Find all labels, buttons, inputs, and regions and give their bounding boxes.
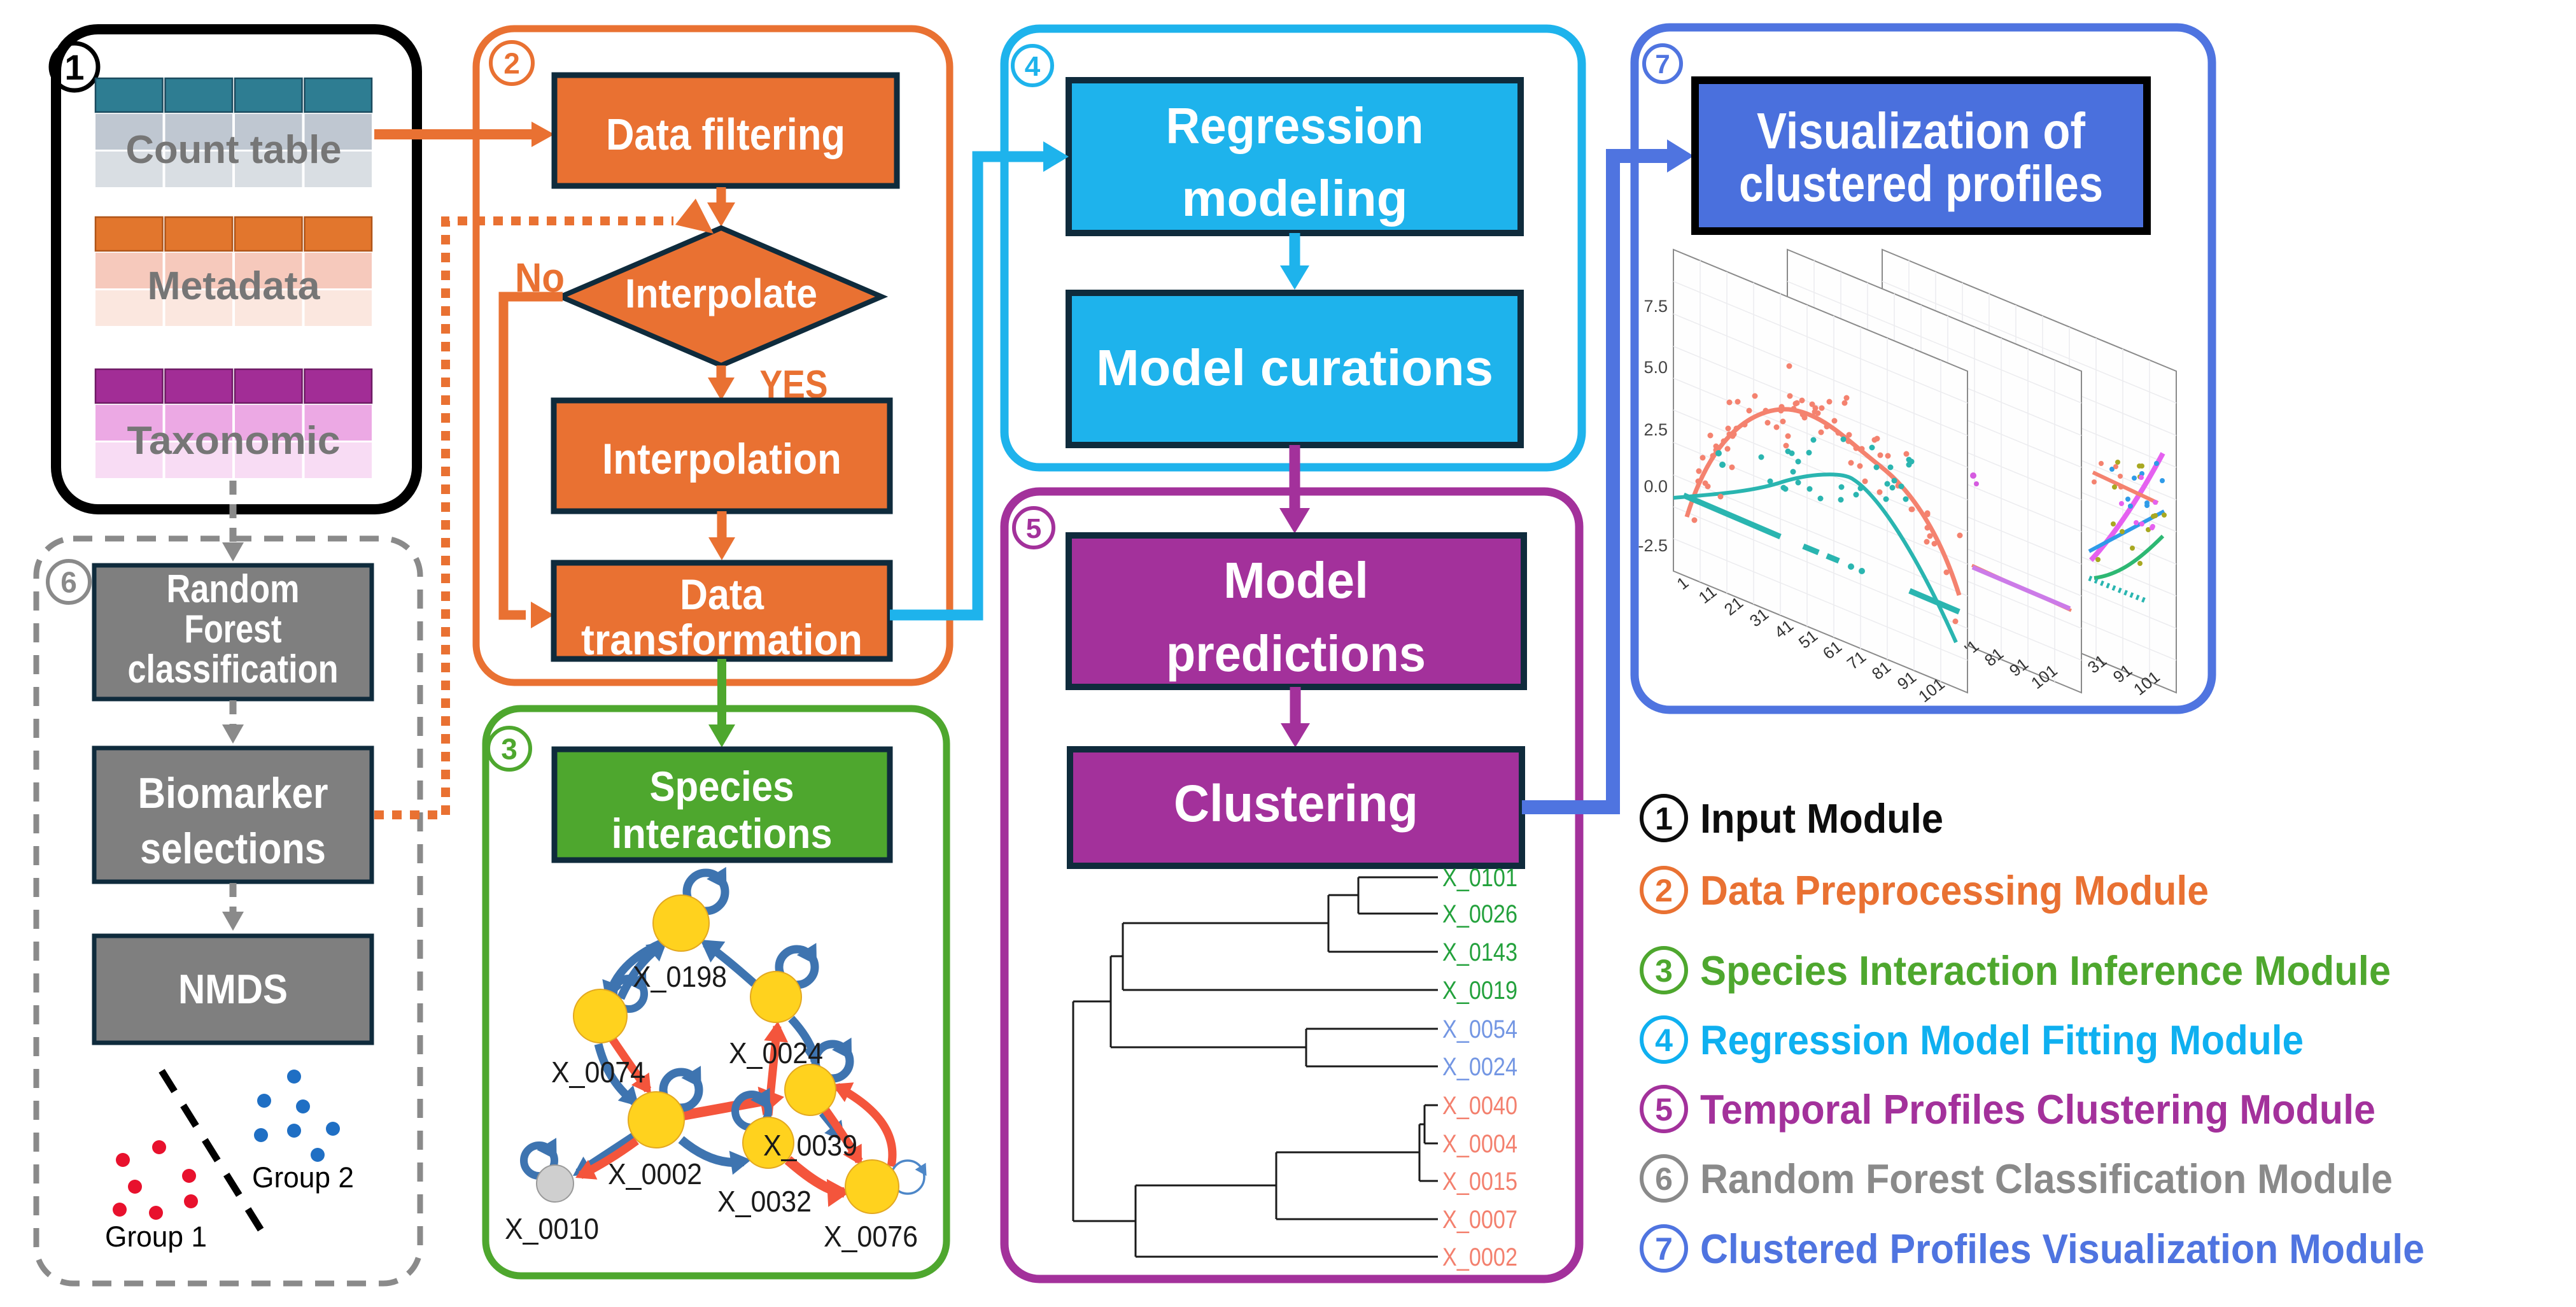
svg-text:Input Module: Input Module xyxy=(1700,795,1943,842)
svg-text:X_0039: X_0039 xyxy=(763,1129,857,1162)
svg-text:Species Interaction Inference: Species Interaction Inference Module xyxy=(1700,947,2391,994)
svg-text:X_0024: X_0024 xyxy=(729,1036,823,1070)
svg-text:Species: Species xyxy=(650,763,794,810)
svg-text:0.0: 0.0 xyxy=(1643,477,1668,496)
svg-text:2.5: 2.5 xyxy=(1643,420,1668,439)
svg-text:X_0007: X_0007 xyxy=(1442,1206,1517,1234)
svg-text:4: 4 xyxy=(1655,1022,1673,1058)
svg-text:3: 3 xyxy=(1655,953,1673,989)
svg-text:X_0015: X_0015 xyxy=(1442,1168,1517,1196)
svg-text:X_0004: X_0004 xyxy=(1442,1130,1517,1158)
svg-text:clustered profiles: clustered profiles xyxy=(1739,155,2103,212)
svg-text:4: 4 xyxy=(1025,51,1041,82)
svg-text:Visualization of: Visualization of xyxy=(1757,102,2085,159)
svg-text:X_0002: X_0002 xyxy=(608,1157,702,1190)
svg-text:transformation: transformation xyxy=(581,616,862,664)
svg-text:X_0010: X_0010 xyxy=(505,1212,599,1245)
svg-text:selections: selections xyxy=(140,824,326,873)
svg-text:NMDS: NMDS xyxy=(178,966,288,1012)
svg-text:X_0054: X_0054 xyxy=(1442,1015,1517,1043)
svg-text:modeling: modeling xyxy=(1182,170,1408,227)
svg-text:Interpolate: Interpolate xyxy=(625,271,817,316)
svg-text:6: 6 xyxy=(60,566,77,599)
svg-text:X_0032: X_0032 xyxy=(717,1185,812,1218)
svg-text:5: 5 xyxy=(1026,513,1041,544)
svg-text:Metadata: Metadata xyxy=(148,264,321,308)
svg-text:Clustering: Clustering xyxy=(1174,775,1418,833)
svg-text:1: 1 xyxy=(1655,801,1673,837)
svg-text:Data filtering: Data filtering xyxy=(606,110,845,159)
svg-text:X_0074: X_0074 xyxy=(551,1056,645,1089)
svg-text:2: 2 xyxy=(503,47,520,80)
svg-text:Data: Data xyxy=(680,570,764,619)
svg-text:7: 7 xyxy=(1655,1231,1673,1267)
svg-text:3: 3 xyxy=(501,733,517,766)
svg-text:Regression: Regression xyxy=(1166,97,1424,154)
svg-text:6: 6 xyxy=(1655,1161,1673,1197)
svg-text:Regression Model Fitting Modul: Regression Model Fitting Module xyxy=(1700,1017,2304,1063)
svg-text:Random Forest Classification M: Random Forest Classification Module xyxy=(1700,1155,2393,1202)
svg-text:7.5: 7.5 xyxy=(1643,297,1668,316)
svg-text:X_0002: X_0002 xyxy=(1442,1243,1517,1271)
svg-text:7: 7 xyxy=(1655,49,1670,79)
svg-text:No: No xyxy=(515,255,565,300)
svg-text:Data Preprocessing Module: Data Preprocessing Module xyxy=(1700,867,2209,914)
svg-text:5.0: 5.0 xyxy=(1643,358,1668,377)
svg-text:Group 2: Group 2 xyxy=(252,1161,354,1194)
svg-text:Clustered Profiles Visualizati: Clustered Profiles Visualization Module xyxy=(1700,1226,2425,1272)
svg-text:Biomarker: Biomarker xyxy=(138,769,328,817)
svg-text:1: 1 xyxy=(64,47,84,87)
svg-text:X_0040: X_0040 xyxy=(1442,1092,1517,1120)
svg-text:X_0198: X_0198 xyxy=(633,960,727,993)
svg-text:Group 1: Group 1 xyxy=(105,1220,207,1253)
svg-text:Temporal Profiles Clustering M: Temporal Profiles Clustering Module xyxy=(1700,1086,2375,1133)
svg-text:-2.5: -2.5 xyxy=(1638,536,1668,555)
svg-text:2: 2 xyxy=(1655,873,1673,908)
svg-text:Interpolation: Interpolation xyxy=(602,435,841,483)
svg-text:X_0101: X_0101 xyxy=(1442,864,1517,892)
svg-text:5: 5 xyxy=(1655,1092,1673,1127)
svg-text:Taxonomic: Taxonomic xyxy=(127,419,341,463)
svg-text:Forest: Forest xyxy=(185,607,282,651)
svg-text:X_0024: X_0024 xyxy=(1442,1053,1517,1081)
svg-text:Model: Model xyxy=(1223,552,1369,609)
svg-text:interactions: interactions xyxy=(612,810,833,857)
svg-text:X_0076: X_0076 xyxy=(824,1220,918,1253)
svg-text:X_0143: X_0143 xyxy=(1442,938,1517,966)
svg-text:predictions: predictions xyxy=(1166,625,1426,682)
svg-text:X_0019: X_0019 xyxy=(1442,977,1517,1005)
svg-text:classification: classification xyxy=(128,647,339,691)
svg-text:Model curations: Model curations xyxy=(1096,339,1493,396)
svg-text:Random: Random xyxy=(167,567,300,611)
svg-text:X_0026: X_0026 xyxy=(1442,900,1517,928)
svg-text:Count table: Count table xyxy=(126,128,342,172)
